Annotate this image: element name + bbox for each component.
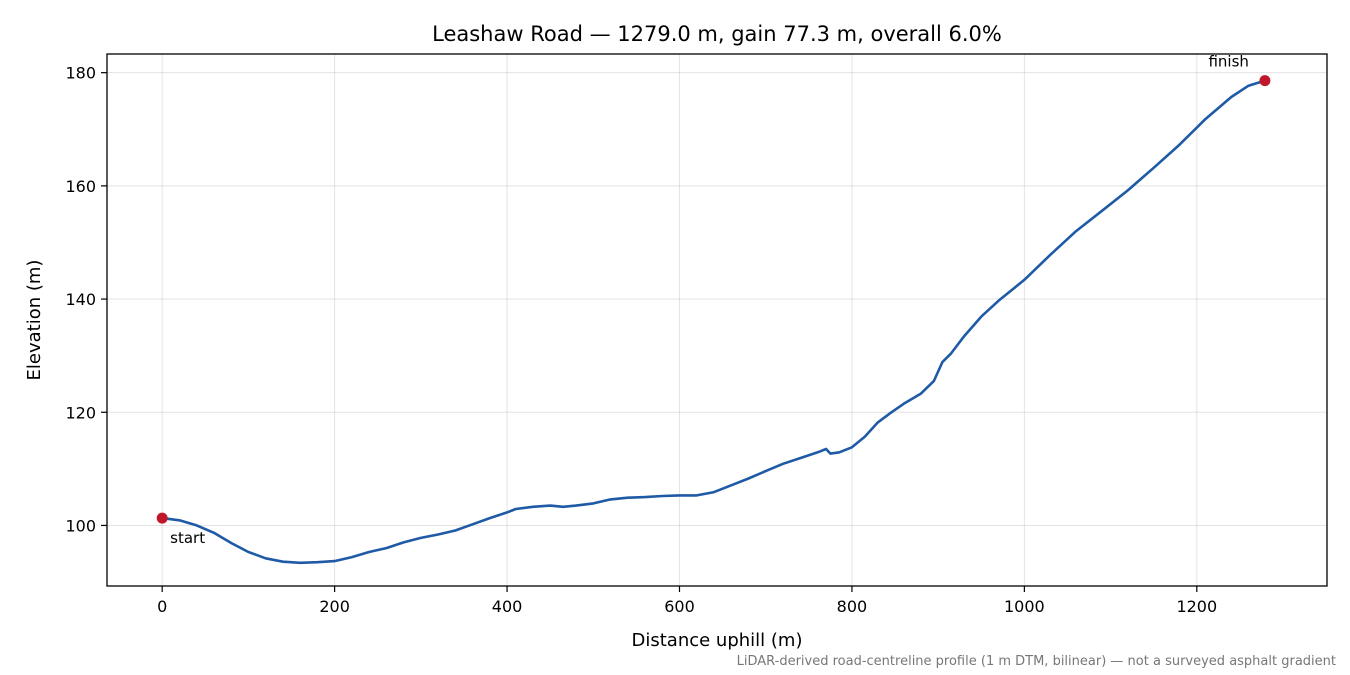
plot-frame bbox=[106, 53, 1328, 587]
y-axis-label: Elevation (m) bbox=[24, 260, 45, 381]
x-tick-label: 0 bbox=[157, 597, 167, 616]
x-axis-label: Distance uphill (m) bbox=[632, 630, 803, 651]
grid-layer bbox=[107, 54, 1327, 586]
start-marker bbox=[156, 512, 168, 524]
y-tick-label: 160 bbox=[65, 177, 96, 196]
annotation-layer: start finish bbox=[156, 53, 1271, 547]
chart-footnote: LiDAR-derived road-centreline profile (1… bbox=[737, 654, 1336, 669]
y-tick-label: 100 bbox=[65, 516, 96, 535]
x-tick-label: 400 bbox=[492, 597, 523, 616]
series-layer bbox=[160, 79, 1267, 565]
ticks-layer: 0 200 400 600 800 1000 1200 100 120 140 160 180 bbox=[65, 64, 1217, 616]
finish-marker bbox=[1259, 75, 1271, 87]
x-tick-label: 200 bbox=[319, 597, 350, 616]
x-tick-label: 1000 bbox=[1004, 597, 1045, 616]
x-tick-label: 800 bbox=[837, 597, 868, 616]
y-tick-label: 120 bbox=[65, 403, 96, 422]
x-tick-label: 600 bbox=[664, 597, 695, 616]
start-label: start bbox=[170, 529, 205, 547]
x-tick-label: 1200 bbox=[1176, 597, 1217, 616]
y-tick-label: 140 bbox=[65, 290, 96, 309]
elevation-line bbox=[160, 79, 1267, 565]
y-tick-label: 180 bbox=[65, 64, 96, 83]
finish-label: finish bbox=[1208, 53, 1248, 71]
chart-title: Leashaw Road — 1279.0 m, gain 77.3 m, ov… bbox=[432, 22, 1002, 46]
